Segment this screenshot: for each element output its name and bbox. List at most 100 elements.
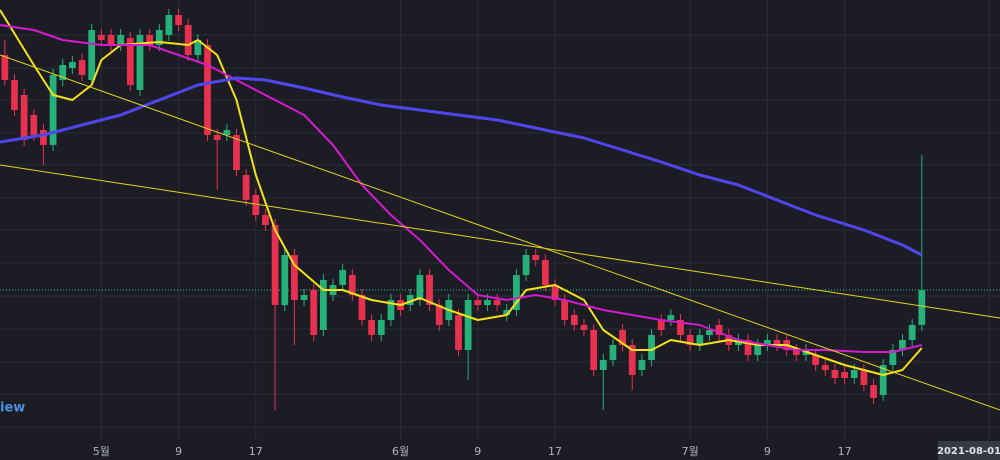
candle-body: [561, 300, 569, 320]
candle-body: [879, 365, 887, 395]
candle-body: [638, 360, 646, 370]
watermark: iew: [0, 401, 25, 416]
candle-body: [889, 350, 897, 365]
candle-body: [11, 80, 18, 110]
candle-body: [49, 75, 57, 145]
date-box: [938, 441, 1000, 460]
x-tick-label: 9: [764, 445, 771, 458]
candle-body: [831, 370, 839, 378]
candle-body: [194, 40, 202, 55]
candle-body: [493, 300, 501, 305]
candle-body: [69, 62, 76, 68]
candle-body: [213, 135, 221, 140]
moving-average: [0, 76, 923, 257]
candle-body: [773, 340, 781, 345]
candle-body: [455, 315, 462, 350]
candle-body: [899, 340, 906, 350]
candle-body: [426, 275, 433, 305]
candle-body: [78, 60, 86, 75]
candle-body: [368, 320, 375, 335]
candle-body: [262, 215, 269, 225]
candle-body: [406, 295, 414, 305]
candle-body: [551, 285, 559, 300]
x-tick-label: 9: [175, 445, 182, 458]
candle-body: [358, 295, 366, 320]
candle-body: [686, 335, 694, 345]
candle-body: [609, 345, 617, 360]
candle-body: [30, 115, 38, 135]
candle-body: [619, 330, 626, 345]
trend-line: [0, 164, 1000, 319]
candle-body: [117, 35, 125, 45]
candle-body: [126, 38, 134, 85]
candle-body: [522, 255, 530, 275]
candle-body: [339, 270, 347, 285]
candle-body: [348, 275, 356, 295]
candle-body: [88, 30, 96, 80]
candle-body: [464, 300, 472, 350]
candle-body: [706, 330, 713, 335]
x-tick-label: 6월: [392, 445, 409, 458]
x-tick-label: 17: [838, 445, 852, 458]
candle-body: [59, 65, 67, 80]
candle-body: [570, 315, 578, 325]
candle-body: [146, 35, 153, 45]
candle-body: [715, 325, 723, 335]
trend-line: [0, 54, 1000, 411]
candle-body: [841, 372, 848, 378]
candle-body: [165, 15, 173, 35]
candle-body: [387, 300, 395, 320]
candle-body: [850, 370, 858, 378]
candle-body: [744, 340, 752, 355]
candle-body: [763, 340, 771, 345]
candle-body: [908, 325, 916, 340]
candle-body: [271, 225, 279, 305]
x-tick-label: 9: [474, 445, 481, 458]
candle-body: [541, 260, 549, 285]
candle-body: [860, 370, 868, 385]
candle-body: [97, 35, 105, 40]
candle-body: [252, 195, 260, 215]
candle-body: [484, 300, 491, 305]
x-tick-label: 5월: [93, 445, 110, 458]
candle-body: [233, 135, 240, 170]
candle-body: [107, 35, 115, 45]
candle-body: [667, 315, 675, 320]
candle-body: [20, 95, 28, 140]
candle-body: [696, 335, 704, 345]
candle-body: [242, 175, 250, 200]
candle-body: [184, 25, 192, 55]
candle-body: [300, 295, 308, 300]
candle-body: [291, 255, 298, 300]
candle-body: [532, 255, 540, 260]
x-tick-label: 7월: [682, 445, 699, 458]
candle-body: [474, 300, 482, 305]
candle-body: [870, 385, 877, 398]
x-tick-label: 17: [548, 445, 562, 458]
candle-body: [377, 320, 385, 335]
moving-average: [0, 24, 923, 353]
candle-body: [435, 305, 443, 325]
x-tick-label: 17: [249, 445, 263, 458]
candle-body: [754, 345, 762, 355]
candle-body: [513, 275, 520, 310]
candle-body: [628, 345, 636, 375]
candle-body: [677, 320, 684, 335]
candle-body: [204, 45, 211, 135]
candle-body: [175, 15, 182, 25]
candle-body: [155, 30, 163, 45]
candle-body: [590, 330, 598, 370]
candle-body: [310, 290, 318, 335]
candle-body: [821, 365, 829, 370]
candle-body: [40, 130, 47, 145]
candle-body: [792, 350, 800, 355]
candle-body: [918, 290, 926, 325]
candle-body: [812, 355, 820, 365]
candle-body: [648, 335, 655, 360]
candle-body: [281, 255, 289, 305]
candle-body: [503, 310, 511, 315]
candle-body: [657, 320, 665, 330]
candle-body: [223, 130, 231, 135]
candle-body: [1, 55, 9, 80]
